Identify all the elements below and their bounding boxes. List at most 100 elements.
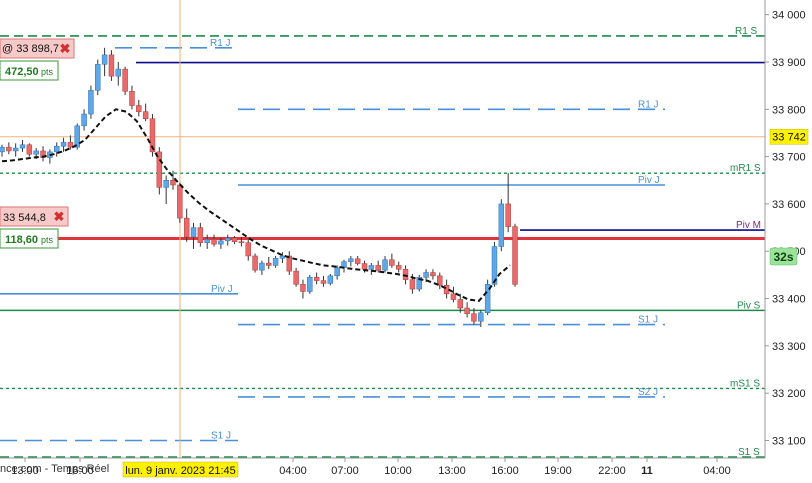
current-price-label: 33 742 (772, 132, 806, 144)
candle-body (88, 90, 94, 115)
candle-body (348, 258, 354, 262)
y-tick-label: 33 300 (772, 341, 806, 353)
x-axis-ticks: 13:00 16:00 04:00 07:00 10:00 13:00 16:00 19:00… (11, 458, 731, 477)
candle-body (471, 313, 477, 322)
level-label: mR1 S (730, 163, 761, 174)
candle-body (108, 54, 115, 77)
order-2-pts: 118,60 (5, 234, 38, 246)
candle-body (122, 68, 128, 92)
candle-body (491, 246, 498, 285)
candle-body (423, 272, 429, 278)
level-label: R1 J (638, 99, 659, 110)
candle-body (389, 259, 395, 266)
level-label: R1 S (735, 26, 758, 37)
candle-body (484, 284, 491, 313)
candle-body (67, 142, 74, 148)
candle-body (74, 125, 80, 148)
order-2-price: 33 544,8 (3, 212, 46, 224)
candle-timer: 32s (769, 247, 798, 266)
candle-body (416, 277, 422, 290)
order-1-pts-unit: pts (41, 67, 54, 77)
candle-body (163, 180, 169, 188)
candle-body (457, 299, 463, 309)
level-label: S1 S (738, 447, 760, 458)
candle-body (430, 272, 436, 277)
level-label: Piv M (736, 220, 761, 231)
level-label: S1 J (211, 430, 231, 441)
candle-body (218, 240, 224, 245)
y-tick-label: 33 100 (772, 435, 806, 447)
candle-body (375, 265, 381, 271)
candle-body (211, 239, 217, 245)
candle-body (437, 275, 443, 286)
candle-body (54, 145, 60, 153)
x-tick-label: 10:00 (384, 465, 412, 477)
candle-body (170, 180, 176, 186)
current-price-tag: 33 742 (769, 128, 809, 145)
order-box-2[interactable]: 33 544,8 ✖ 118,60 pts (0, 206, 69, 249)
level-label: R1 J (210, 38, 231, 49)
candle-body (443, 285, 450, 295)
y-tick-label: 33 800 (772, 104, 806, 116)
candle-body (156, 151, 163, 188)
pivot-levels (0, 35, 765, 458)
x-tick-label: 16:00 (66, 465, 94, 477)
candle-body (279, 255, 286, 259)
cursor-date-label: lun. 9 janv. 2023 21:45 (125, 465, 236, 477)
candle-body (183, 217, 190, 238)
candle-body (293, 270, 299, 285)
level-label: Piv J (211, 284, 233, 295)
candle-body (115, 68, 121, 77)
x-tick-label: 07:00 (331, 465, 359, 477)
candle-body (498, 203, 505, 247)
y-tick-label: 33 400 (772, 294, 806, 306)
moving-average-line (1, 108, 511, 302)
y-tick-label: 33 600 (772, 199, 806, 211)
order-box-1[interactable]: @ 33 898,7 ✖ 472,50 pts (0, 38, 75, 81)
y-tick-label: 33 700 (772, 152, 806, 164)
level-label: S1 J (638, 315, 658, 326)
candle-body (142, 111, 149, 120)
candle-body (12, 147, 19, 152)
close-order-1-icon[interactable]: ✖ (60, 41, 71, 56)
close-order-2-icon[interactable]: ✖ (54, 209, 65, 224)
candle-body (272, 258, 279, 266)
candle-body (320, 280, 327, 284)
x-tick-label: 11 (641, 465, 653, 477)
order-1-price: @ 33 898,7 (2, 43, 59, 55)
x-tick-label: 04:00 (279, 465, 307, 477)
candle-body (225, 237, 231, 242)
candle-body (26, 144, 33, 155)
candle-body (129, 91, 135, 106)
candle-body (409, 279, 416, 290)
candles (0, 47, 518, 327)
candle-body (286, 255, 292, 272)
y-tick-label: 33 200 (772, 388, 806, 400)
candle-body (204, 239, 210, 243)
timer-label: 32s (773, 250, 793, 264)
level-label: S2 J (638, 387, 658, 398)
level-label: mS1 S (730, 378, 760, 389)
candle-body (81, 113, 87, 127)
candle-body (238, 241, 245, 244)
candle-body (313, 277, 320, 281)
candle-body (505, 203, 511, 227)
x-tick-label: 19:00 (544, 465, 572, 477)
level-label: Piv J (638, 175, 660, 186)
y-tick-label: 33 900 (772, 57, 806, 69)
order-2-pts-unit: pts (41, 235, 54, 245)
candle-body (101, 54, 108, 65)
candle-body (245, 242, 251, 257)
candle-body (136, 105, 142, 112)
candle-body (6, 146, 12, 152)
candle-body (382, 259, 388, 271)
data-source-text: nce.com - Temps Réel (0, 463, 109, 475)
x-tick-label: 04:00 (703, 465, 731, 477)
candle-body (0, 146, 5, 153)
candle-body (512, 226, 518, 285)
candle-body (19, 144, 26, 149)
candle-body (478, 312, 484, 322)
x-tick-label: 13:00 (11, 465, 39, 477)
